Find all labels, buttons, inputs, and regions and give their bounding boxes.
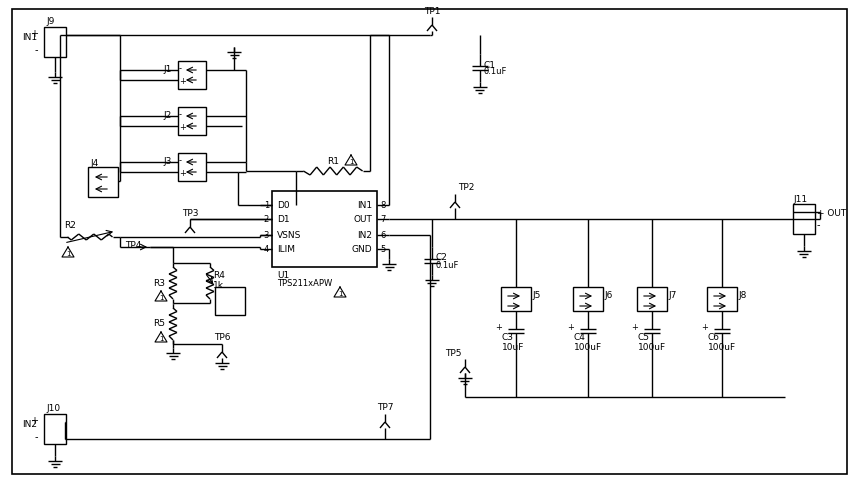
Text: 1: 1 bbox=[338, 290, 342, 296]
Text: J2: J2 bbox=[164, 110, 175, 119]
Bar bbox=[44, 414, 66, 444]
Bar bbox=[272, 192, 377, 268]
Text: +: + bbox=[495, 323, 502, 332]
Bar bbox=[215, 287, 245, 316]
Text: 100uF: 100uF bbox=[638, 342, 666, 351]
Text: IN2: IN2 bbox=[22, 420, 37, 429]
Text: J6: J6 bbox=[604, 291, 612, 300]
Text: +: + bbox=[567, 323, 574, 332]
Text: J9: J9 bbox=[46, 17, 54, 27]
Text: J1: J1 bbox=[164, 64, 175, 74]
Text: IN2: IN2 bbox=[357, 231, 372, 240]
Bar bbox=[501, 287, 531, 311]
Text: 5: 5 bbox=[380, 245, 385, 254]
Text: C4: C4 bbox=[574, 333, 586, 342]
Text: IN1: IN1 bbox=[22, 33, 37, 43]
Text: -: - bbox=[179, 156, 182, 165]
Text: 4: 4 bbox=[264, 245, 269, 254]
Text: 3: 3 bbox=[264, 231, 269, 240]
Text: +: + bbox=[30, 415, 38, 425]
Text: 1: 1 bbox=[264, 201, 269, 210]
Text: U1: U1 bbox=[277, 270, 289, 279]
Text: J10: J10 bbox=[46, 404, 60, 413]
Bar bbox=[637, 287, 667, 311]
Text: R2: R2 bbox=[64, 220, 76, 229]
Text: +: + bbox=[179, 168, 186, 177]
Text: 100uF: 100uF bbox=[574, 342, 602, 351]
Text: ILIM: ILIM bbox=[277, 245, 295, 254]
Text: 0.1uF: 0.1uF bbox=[436, 260, 460, 269]
Text: +: + bbox=[179, 76, 186, 85]
Text: +: + bbox=[631, 323, 638, 332]
Text: R3: R3 bbox=[153, 278, 165, 287]
Text: R1: R1 bbox=[327, 157, 339, 166]
Text: J4: J4 bbox=[90, 158, 98, 167]
Text: OUT: OUT bbox=[353, 215, 372, 224]
Text: D0: D0 bbox=[277, 201, 289, 210]
Text: J5: J5 bbox=[532, 291, 540, 300]
Text: 100uF: 100uF bbox=[708, 342, 736, 351]
Text: C3: C3 bbox=[502, 333, 514, 342]
Text: -: - bbox=[34, 45, 38, 55]
Text: -: - bbox=[179, 64, 182, 74]
Text: GND: GND bbox=[351, 245, 372, 254]
Text: TP5: TP5 bbox=[446, 348, 462, 357]
Text: D1: D1 bbox=[277, 215, 289, 224]
Text: 1: 1 bbox=[159, 294, 163, 301]
Text: C5: C5 bbox=[638, 333, 650, 342]
Text: TP3: TP3 bbox=[182, 208, 198, 217]
Text: +: + bbox=[701, 323, 708, 332]
Text: C1: C1 bbox=[484, 60, 496, 69]
Text: TP7: TP7 bbox=[377, 403, 393, 412]
Text: 2: 2 bbox=[264, 215, 269, 224]
Bar bbox=[707, 287, 737, 311]
Bar bbox=[178, 108, 206, 136]
Text: -: - bbox=[817, 220, 820, 229]
Text: TP6: TP6 bbox=[214, 333, 230, 342]
Text: VSNS: VSNS bbox=[277, 231, 302, 240]
Text: J11: J11 bbox=[793, 194, 807, 203]
Text: 8: 8 bbox=[380, 201, 386, 210]
Text: IN1: IN1 bbox=[356, 201, 372, 210]
Bar bbox=[178, 62, 206, 90]
Text: C6: C6 bbox=[708, 333, 720, 342]
Text: J8: J8 bbox=[738, 291, 746, 300]
Text: -: - bbox=[179, 110, 182, 119]
Text: +: + bbox=[30, 29, 38, 39]
Text: 1: 1 bbox=[159, 335, 163, 341]
Bar bbox=[178, 154, 206, 182]
Text: R4: R4 bbox=[213, 271, 225, 280]
Text: 7: 7 bbox=[380, 215, 386, 224]
Text: + OUT: + OUT bbox=[817, 208, 846, 217]
Text: TP2: TP2 bbox=[458, 183, 474, 192]
Bar bbox=[573, 287, 603, 311]
Text: 1k: 1k bbox=[213, 281, 224, 290]
Text: TP1: TP1 bbox=[423, 6, 441, 15]
Text: TP4: TP4 bbox=[125, 241, 142, 250]
Text: J7: J7 bbox=[668, 291, 676, 300]
Text: TPS211xAPW: TPS211xAPW bbox=[277, 279, 332, 288]
Text: 6: 6 bbox=[380, 231, 386, 240]
Text: -: - bbox=[34, 431, 38, 441]
Text: C2: C2 bbox=[436, 253, 448, 262]
Bar bbox=[793, 205, 815, 235]
Text: J3: J3 bbox=[164, 156, 175, 165]
Text: R5: R5 bbox=[153, 319, 165, 328]
Text: 1: 1 bbox=[349, 159, 353, 165]
Bar bbox=[88, 167, 118, 197]
Text: 10uF: 10uF bbox=[502, 342, 524, 351]
Text: 1: 1 bbox=[66, 251, 70, 257]
Text: 0.1uF: 0.1uF bbox=[484, 67, 508, 76]
Text: +: + bbox=[179, 122, 186, 131]
Bar bbox=[44, 28, 66, 58]
